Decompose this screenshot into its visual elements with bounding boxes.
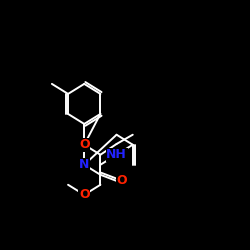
Text: O: O [116, 174, 127, 188]
Text: N: N [79, 158, 90, 171]
Text: O: O [79, 138, 90, 151]
Text: O: O [79, 188, 90, 201]
Text: NH: NH [106, 148, 127, 161]
